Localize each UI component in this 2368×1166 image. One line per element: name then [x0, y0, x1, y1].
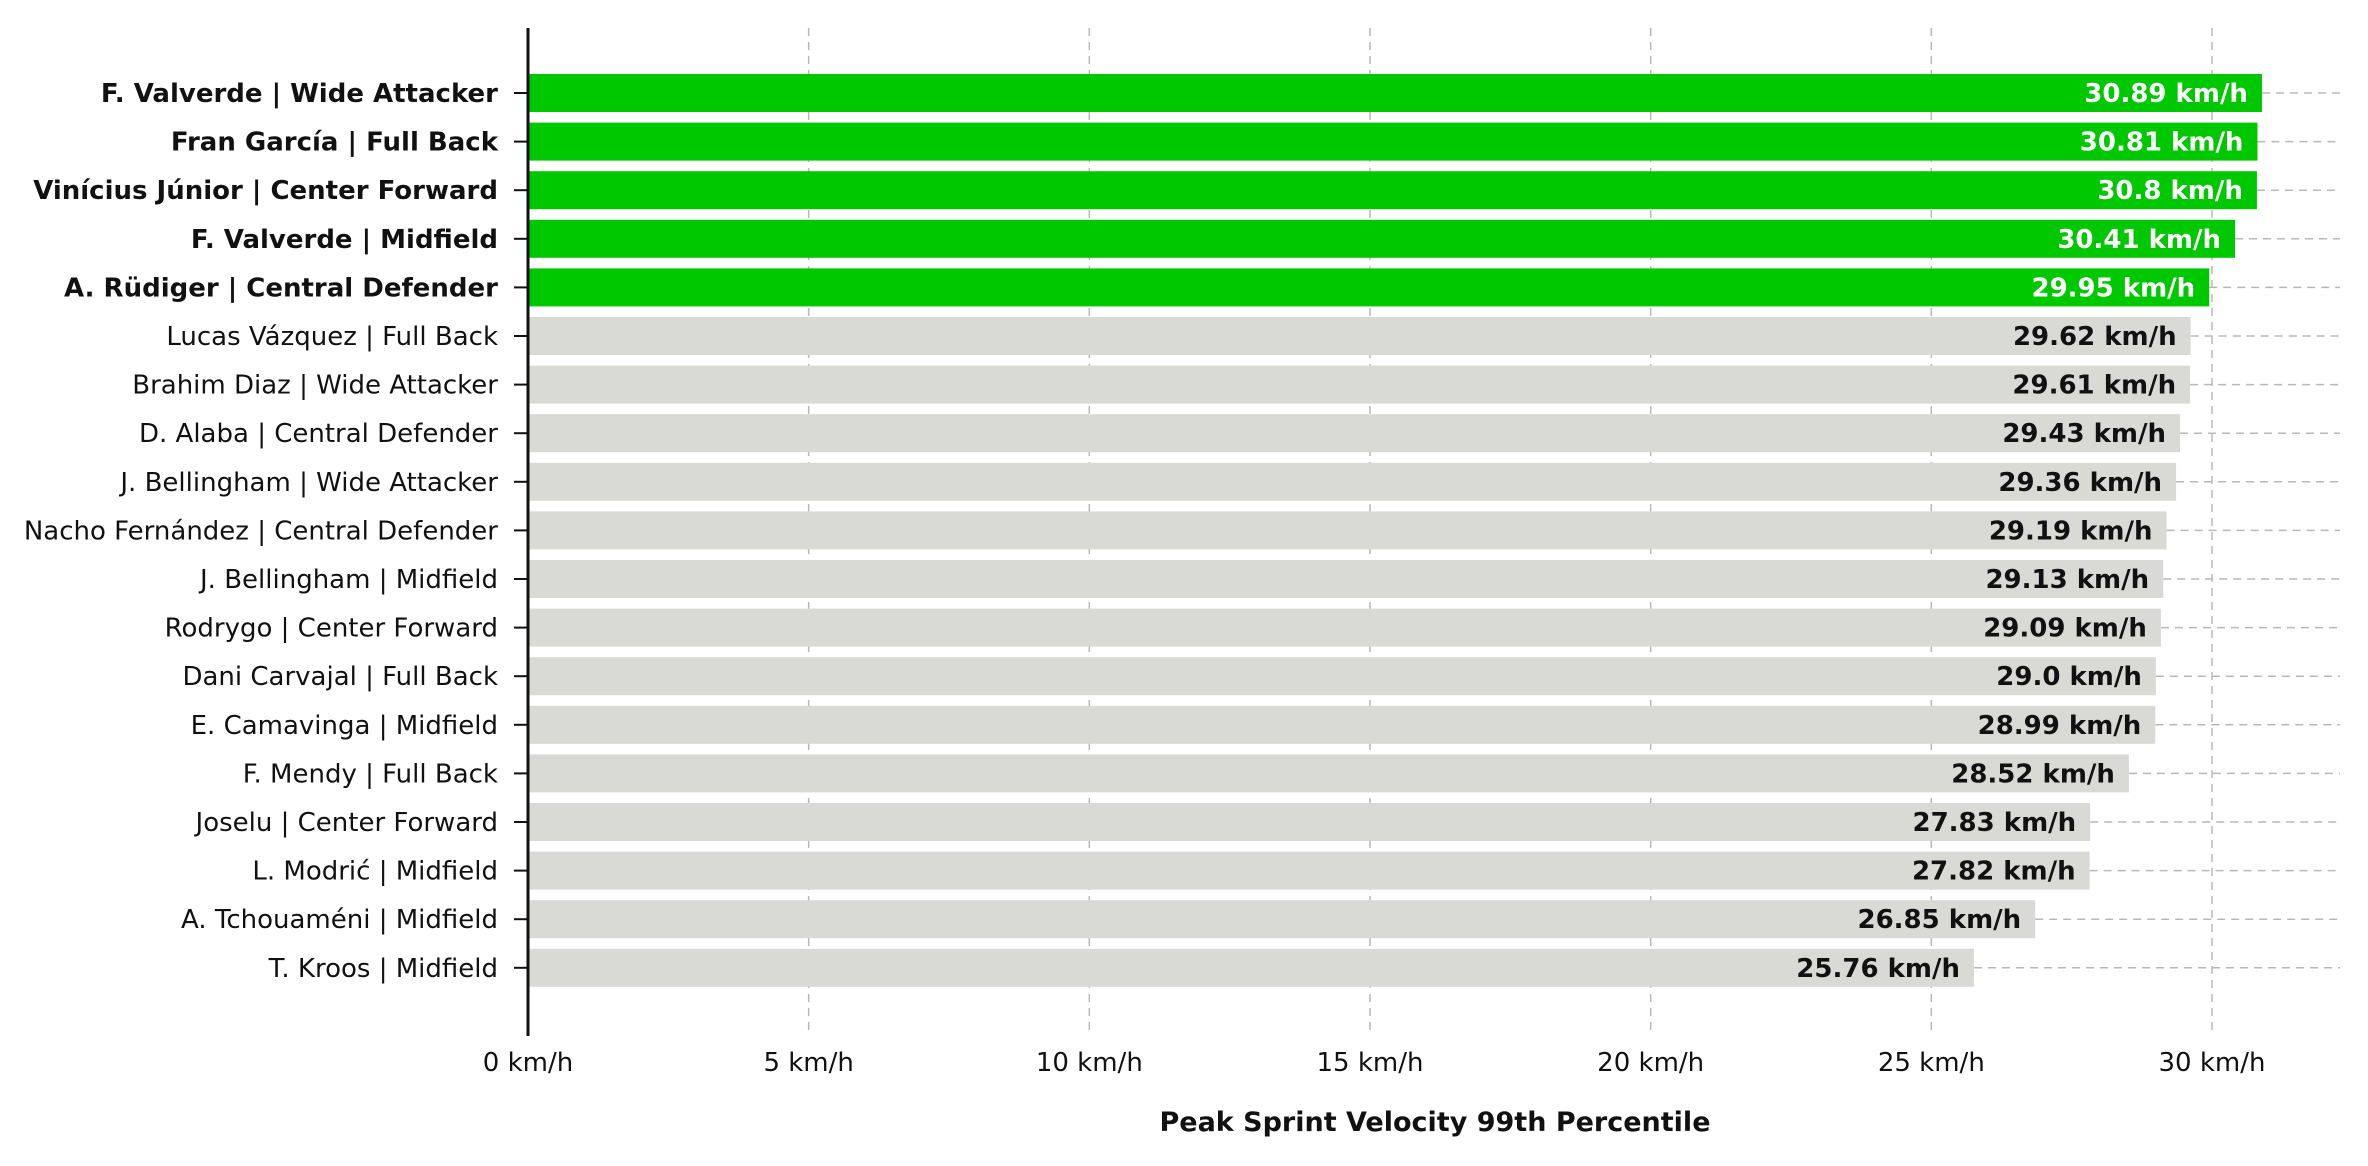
bar	[528, 74, 2262, 112]
bar	[528, 219, 2236, 258]
bar	[528, 268, 2210, 307]
y-tick-label: Brahim Diaz | Wide Attacker	[132, 371, 498, 401]
bar-value-label: 28.52 km/h	[1951, 759, 2115, 789]
y-tick-label: J. Bellingham | Wide Attacker	[118, 468, 498, 498]
x-tick-label: 5 km/h	[763, 1048, 853, 1078]
bar-value-label: 30.89 km/h	[2084, 79, 2248, 109]
bar-value-label: 30.8 km/h	[2097, 176, 2243, 206]
bar	[528, 560, 2164, 598]
x-axis: 0 km/h 5 km/h 10 km/h 15 km/h 20 km/h 25 km/h…	[483, 1048, 2266, 1078]
bar-value-label: 25.76 km/h	[1796, 954, 1960, 984]
bars	[528, 74, 2262, 987]
bar	[528, 657, 2156, 696]
x-tick-label: 10 km/h	[1036, 1048, 1143, 1078]
bar	[528, 317, 2191, 355]
bar	[528, 705, 2156, 744]
y-axis: F. Valverde | Wide Attacker Fran García |…	[24, 28, 530, 1036]
y-tick-label: Lucas Vázquez | Full Back	[166, 322, 498, 352]
y-tick-label: A. Tchouaméni | Midfield	[181, 905, 498, 935]
y-tick-label: F. Valverde | Wide Attacker	[101, 79, 498, 109]
x-tick-label: 20 km/h	[1597, 1048, 1704, 1078]
y-tick-label: Dani Carvajal | Full Back	[182, 662, 498, 692]
x-tick-label: 0 km/h	[483, 1048, 573, 1078]
bar	[528, 122, 2258, 161]
x-tick-label: 15 km/h	[1317, 1048, 1424, 1078]
y-tick-label: J. Bellingham | Midfield	[198, 565, 498, 595]
bar-value-label: 29.62 km/h	[2013, 322, 2177, 352]
bar	[528, 414, 2181, 453]
y-tick-label: A. Rüdiger | Central Defender	[64, 273, 498, 303]
bar-value-label: 29.0 km/h	[1996, 662, 2142, 692]
x-tick-label: 30 km/h	[2159, 1048, 2266, 1078]
bar	[528, 900, 2036, 939]
bar-value-label: 29.19 km/h	[1989, 516, 2153, 546]
y-tick-label: D. Alaba | Central Defender	[139, 419, 498, 449]
y-tick-label: Vinícius Júnior | Center Forward	[33, 176, 498, 206]
bar-value-label: 29.43 km/h	[2002, 419, 2166, 449]
y-tick-label: Nacho Fernández | Central Defender	[24, 516, 498, 546]
bar-value-label: 29.61 km/h	[2012, 371, 2176, 401]
y-tick-label: L. Modrić | Midfield	[252, 857, 498, 887]
y-tick-label: Joselu | Center Forward	[194, 808, 498, 838]
y-tick-label: E. Camavinga | Midfield	[191, 711, 498, 741]
bar	[528, 511, 2167, 550]
bar-value-label: 29.36 km/h	[1998, 468, 2162, 498]
bar-value-label: 29.95 km/h	[2032, 273, 2196, 303]
bar-value-label: 27.82 km/h	[1912, 857, 2076, 887]
y-tick-label: T. Kroos | Midfield	[268, 954, 498, 984]
bar	[528, 754, 2129, 793]
x-axis-title: Peak Sprint Velocity 99th Percentile	[1159, 1107, 1710, 1138]
bar-value-label: 29.13 km/h	[1985, 565, 2149, 595]
bar	[528, 462, 2177, 501]
y-tick-label: F. Mendy | Full Back	[243, 759, 498, 789]
bar	[528, 608, 2161, 647]
bar	[528, 851, 2090, 890]
bar	[528, 365, 2191, 404]
data-labels: 30.89 km/h 30.81 km/h 30.8 km/h 30.41 km/h 2…	[1796, 79, 2248, 984]
bar-value-label: 29.09 km/h	[1983, 614, 2147, 644]
bar	[528, 171, 2257, 210]
bar	[528, 948, 1974, 987]
y-tick-label: Rodrygo | Center Forward	[165, 614, 498, 644]
bar-value-label: 30.41 km/h	[2057, 225, 2221, 255]
bar	[528, 803, 2091, 841]
bar-value-label: 26.85 km/h	[1857, 905, 2021, 935]
bar-value-label: 30.81 km/h	[2080, 128, 2244, 158]
bar-value-label: 28.99 km/h	[1978, 711, 2142, 741]
x-tick-label: 25 km/h	[1878, 1048, 1985, 1078]
y-tick-label: F. Valverde | Midfield	[191, 225, 498, 255]
bar-value-label: 27.83 km/h	[1913, 808, 2077, 838]
y-tick-label: Fran García | Full Back	[171, 128, 499, 158]
